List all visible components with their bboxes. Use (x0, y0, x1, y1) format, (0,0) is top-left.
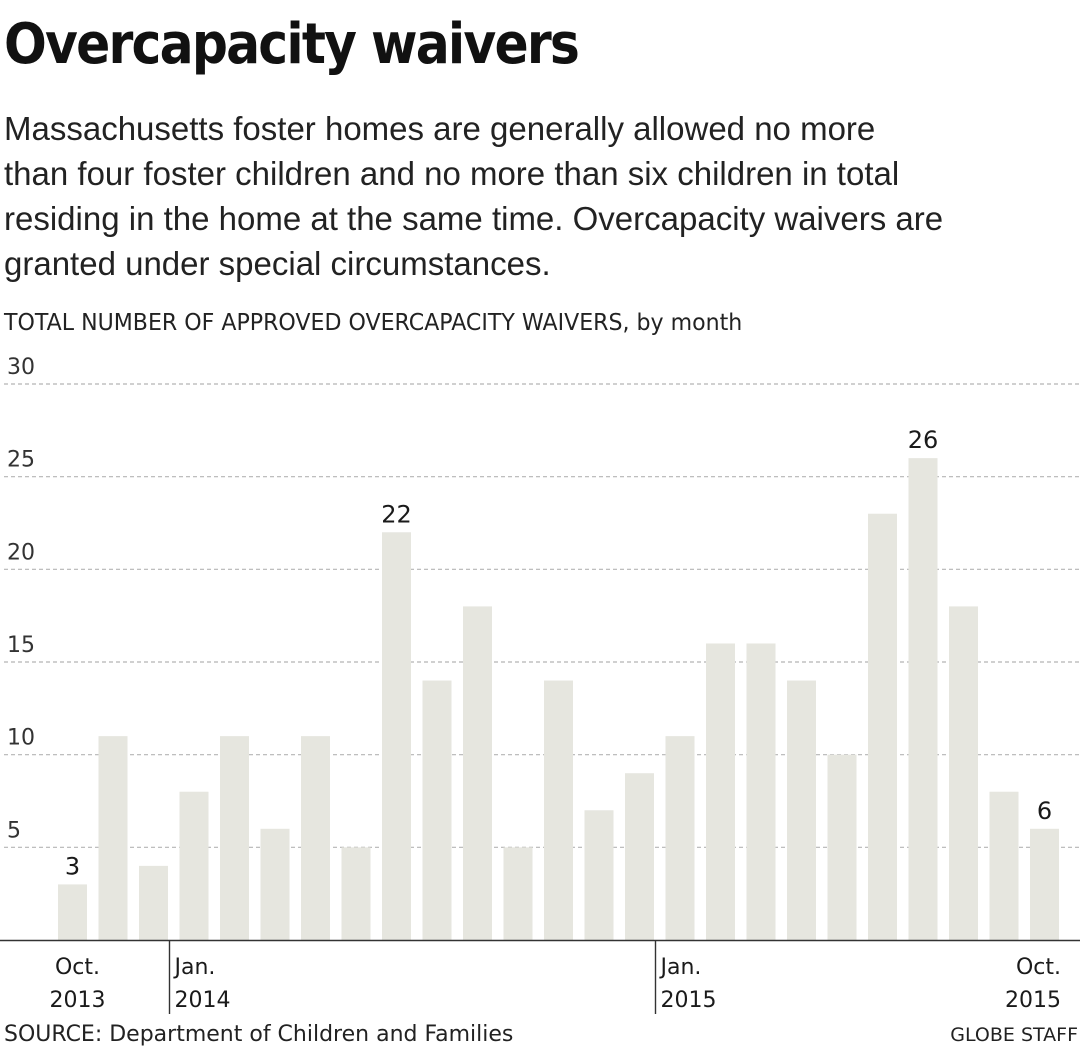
bar (746, 643, 776, 940)
description-line: residing in the home at the same time. O… (4, 200, 944, 237)
bar (463, 606, 492, 940)
bar (382, 532, 411, 940)
source-note: SOURCE: Department of Children and Famil… (4, 1022, 514, 1047)
bars (58, 458, 1059, 940)
y-tick-label: 30 (7, 355, 35, 380)
bar (260, 828, 290, 940)
bar (503, 847, 533, 940)
description-line: than four foster children and no more th… (4, 155, 900, 192)
y-tick-label: 20 (7, 540, 35, 565)
bar (139, 865, 168, 940)
bar (827, 754, 857, 940)
bar (58, 884, 87, 940)
bar (908, 458, 938, 940)
y-tick-label: 15 (7, 633, 35, 658)
data-label: 3 (65, 852, 80, 880)
x-tick-label-month: Jan. (173, 955, 216, 980)
gridlines: 5 10 15 20 25 30 (4, 355, 1080, 848)
bar (706, 643, 735, 940)
bar (989, 791, 1019, 940)
data-label: 26 (908, 426, 939, 454)
chart-measure-label: TOTAL NUMBER OF APPROVED OVERCAPACITY WA… (4, 310, 743, 336)
bar (1030, 828, 1059, 940)
x-tick-label-year: 2015 (661, 988, 717, 1013)
x-axis: Oct. 2013 Jan. 2014 Jan. 2015 Oct. 2015 (0, 939, 1080, 1014)
bar (665, 736, 695, 940)
x-tick-label-year: 2013 (50, 988, 106, 1013)
bar (868, 513, 897, 940)
credit-note: GLOBE STAFF (950, 1024, 1078, 1046)
x-tick-label-year: 2014 (175, 988, 231, 1013)
bar (544, 680, 573, 940)
chart-title: Overcapacity waivers (4, 12, 580, 77)
bar (949, 606, 978, 940)
y-tick-label: 25 (7, 448, 35, 473)
bar (341, 847, 371, 940)
data-label: 22 (381, 500, 412, 528)
description-line: Massachusetts foster homes are generally… (4, 110, 876, 147)
bar (220, 736, 249, 940)
x-tick-label-month: Jan. (659, 955, 702, 980)
chart-description: Massachusetts foster homes are generally… (4, 106, 1080, 286)
description-line: granted under special circumstances. (4, 245, 551, 282)
bar (584, 810, 614, 940)
value-labels: 3 22 26 6 (65, 426, 1052, 880)
bar (422, 680, 452, 940)
data-label: 6 (1037, 797, 1052, 825)
y-tick-label: 5 (7, 818, 21, 843)
y-tick-label: 10 (7, 726, 35, 751)
bar (98, 736, 128, 940)
x-tick-label-year: 2015 (1005, 988, 1061, 1013)
bar (179, 791, 209, 940)
x-tick-label-month: Oct. (1016, 955, 1061, 980)
bar (787, 680, 816, 940)
x-tick-label-month: Oct. (55, 955, 100, 980)
bar (625, 773, 654, 940)
bar (301, 736, 330, 940)
